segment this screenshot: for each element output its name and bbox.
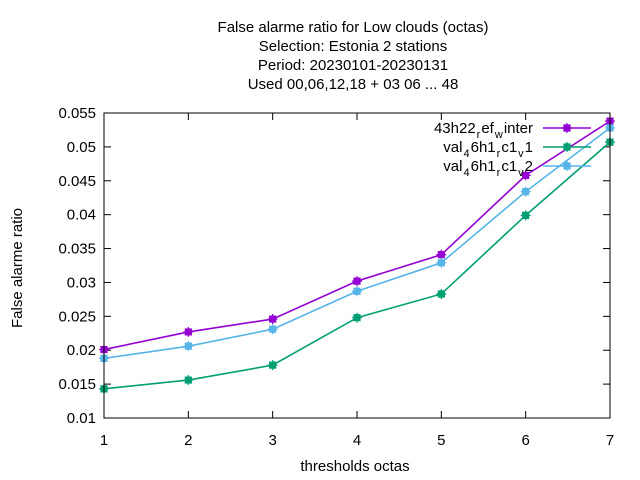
- plot-frame: [103, 112, 611, 419]
- legend-label-part: 6h1: [471, 139, 496, 156]
- x-tick-label: 2: [184, 432, 192, 449]
- y-tick-label: 0.03: [67, 274, 96, 291]
- title-line-4: Used 00,06,12,18 + 03 06 ... 48: [248, 76, 459, 93]
- legend-label-part: inter: [504, 120, 533, 137]
- legend-entry: val46h1rc1v2: [443, 158, 591, 179]
- legend-entry: val46h1rc1v1: [443, 139, 591, 160]
- x-tick-label: 6: [521, 432, 529, 449]
- legend-label-part: c1: [501, 139, 517, 156]
- y-axis-ticks: 0.01 0.015 0.02 0.025 0.03 0.035 0.04 0.045 0.05…: [58, 105, 610, 427]
- y-tick-label: 0.045: [58, 173, 96, 190]
- legend-marker: [562, 161, 572, 171]
- legend-label-part: c1: [501, 158, 517, 175]
- legend-label: val46h1rc1v2: [443, 158, 533, 179]
- data-point: [520, 210, 531, 221]
- legend-marker: [562, 123, 572, 133]
- data-point: [267, 324, 278, 335]
- y-tick-label: 0.055: [58, 105, 96, 122]
- legend-marker: [562, 142, 572, 152]
- data-point: [436, 288, 447, 299]
- y-tick-label: 0.015: [58, 376, 96, 393]
- series-val_46h1_rc1_v2: [99, 122, 615, 364]
- legend-label-part: 4: [463, 148, 469, 160]
- y-tick-label: 0.035: [58, 241, 96, 258]
- legend-label-part: 43h22: [434, 120, 476, 137]
- series-val_46h1_rc1_v1: [99, 137, 615, 394]
- data-point: [352, 312, 362, 323]
- data-point: [520, 186, 531, 197]
- legend-entry: 43h22refwinter: [434, 120, 591, 141]
- data-point: [267, 360, 278, 371]
- y-tick-label: 0.04: [67, 207, 96, 224]
- data-point: [520, 170, 531, 181]
- data-point: [183, 326, 194, 337]
- series-layer: [99, 116, 615, 394]
- legend-label-part: v: [518, 148, 524, 160]
- data-point: [267, 314, 278, 325]
- y-tick-label: 0.01: [67, 410, 96, 427]
- data-point: [183, 375, 194, 386]
- x-tick-label: 1: [100, 432, 108, 449]
- legend-label-part: r: [497, 167, 501, 179]
- data-point: [183, 341, 194, 352]
- legend-label: 43h22refwinter: [434, 120, 533, 141]
- x-axis-label: thresholds octas: [300, 458, 409, 475]
- legend-label-part: ef: [481, 120, 494, 137]
- x-tick-label: 4: [353, 432, 361, 449]
- legend-label-part: 1: [525, 139, 533, 156]
- legend-label-part: val: [443, 158, 462, 175]
- legend-label-part: r: [497, 148, 501, 160]
- legend-label-part: r: [477, 129, 481, 141]
- y-tick-label: 0.02: [67, 342, 96, 359]
- x-tick-label: 3: [268, 432, 276, 449]
- data-point: [352, 276, 362, 287]
- legend-label-part: w: [494, 129, 503, 141]
- title-line-1: False alarme ratio for Low clouds (octas…: [218, 19, 489, 36]
- y-tick-label: 0.05: [67, 139, 96, 156]
- y-axis-label: False alarme ratio: [9, 208, 26, 328]
- data-point: [436, 257, 447, 268]
- y-tick-label: 0.025: [58, 308, 96, 325]
- title-line-2: Selection: Estonia 2 stations: [259, 38, 447, 55]
- legend-label-part: 6h1: [471, 158, 496, 175]
- data-point: [352, 286, 362, 297]
- x-tick-label: 7: [606, 432, 614, 449]
- title-line-3: Period: 20230101-20230131: [258, 57, 448, 74]
- legend-label: val46h1rc1v1: [443, 139, 533, 160]
- legend-label-part: 2: [525, 158, 533, 175]
- legend-label-part: 4: [463, 167, 469, 179]
- legend-label-part: val: [443, 139, 462, 156]
- x-tick-label: 5: [437, 432, 445, 449]
- legend-label-part: v: [518, 167, 524, 179]
- chart-title: False alarme ratio for Low clouds (octas…: [218, 19, 489, 93]
